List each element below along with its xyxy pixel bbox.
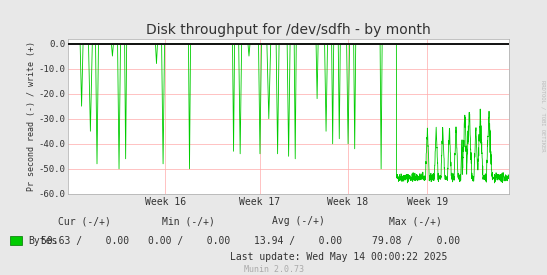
Y-axis label: Pr second read (-) / write (+): Pr second read (-) / write (+) [27, 41, 36, 191]
Text: Last update: Wed May 14 00:00:22 2025: Last update: Wed May 14 00:00:22 2025 [230, 252, 448, 262]
Text: Munin 2.0.73: Munin 2.0.73 [243, 265, 304, 274]
Text: Cur (-/+): Cur (-/+) [59, 216, 111, 226]
Text: RRDTOOL / TOBI OETIKER: RRDTOOL / TOBI OETIKER [540, 81, 546, 152]
Text: 50.63 /    0.00: 50.63 / 0.00 [40, 236, 129, 246]
Text: 0.00 /    0.00: 0.00 / 0.00 [148, 236, 230, 246]
Text: Max (-/+): Max (-/+) [389, 216, 442, 226]
Text: 13.94 /    0.00: 13.94 / 0.00 [254, 236, 342, 246]
Text: 79.08 /    0.00: 79.08 / 0.00 [371, 236, 460, 246]
Text: Avg (-/+): Avg (-/+) [272, 216, 324, 226]
Title: Disk throughput for /dev/sdfh - by month: Disk throughput for /dev/sdfh - by month [146, 23, 431, 37]
Text: Min (-/+): Min (-/+) [162, 216, 215, 226]
Text: Bytes: Bytes [28, 236, 58, 246]
